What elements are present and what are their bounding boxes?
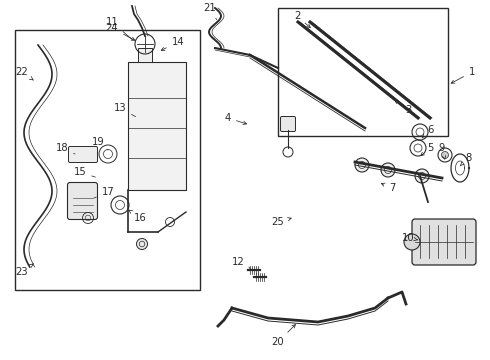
Text: 25: 25 <box>271 217 291 227</box>
FancyBboxPatch shape <box>69 147 98 162</box>
Text: 23: 23 <box>16 264 33 277</box>
FancyBboxPatch shape <box>68 183 98 220</box>
Text: 13: 13 <box>114 103 136 117</box>
Text: 12: 12 <box>232 257 251 270</box>
Text: 4: 4 <box>225 113 246 125</box>
Text: 9: 9 <box>439 143 445 159</box>
Text: 16: 16 <box>128 210 147 223</box>
Text: 20: 20 <box>271 325 295 347</box>
Text: 6: 6 <box>422 125 433 138</box>
Circle shape <box>355 158 369 172</box>
Text: 3: 3 <box>395 100 411 115</box>
Text: 21: 21 <box>204 3 217 19</box>
Text: 24: 24 <box>106 23 135 40</box>
Circle shape <box>415 169 429 183</box>
Text: 5: 5 <box>421 143 433 156</box>
Bar <box>15 30 200 290</box>
Circle shape <box>441 152 448 158</box>
Text: 8: 8 <box>460 153 471 166</box>
Text: 10: 10 <box>402 233 417 243</box>
Text: 17: 17 <box>94 187 114 198</box>
FancyBboxPatch shape <box>280 117 295 131</box>
Text: 18: 18 <box>56 143 75 154</box>
Circle shape <box>404 234 420 250</box>
Bar <box>138 48 152 62</box>
Text: 15: 15 <box>74 167 96 177</box>
Bar <box>278 8 448 136</box>
Text: 22: 22 <box>16 67 33 80</box>
Circle shape <box>137 238 147 249</box>
Text: 1: 1 <box>451 67 475 83</box>
FancyBboxPatch shape <box>412 219 476 265</box>
Bar <box>128 62 186 190</box>
Text: 19: 19 <box>92 137 108 150</box>
Text: 14: 14 <box>161 37 184 50</box>
Text: 7: 7 <box>381 183 395 193</box>
Text: 2: 2 <box>294 11 310 28</box>
Text: 11: 11 <box>106 17 133 40</box>
Circle shape <box>381 163 395 177</box>
